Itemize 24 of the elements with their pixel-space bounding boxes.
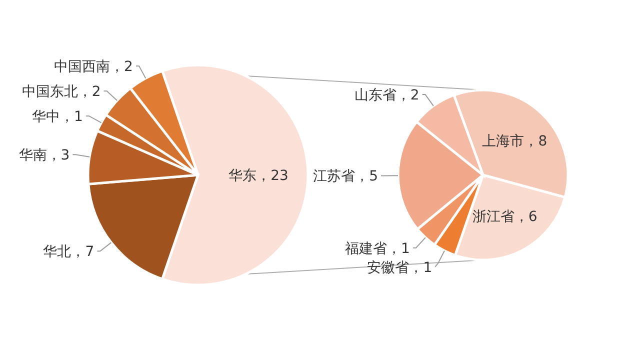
data-label: ，2	[396, 87, 420, 104]
data-label: ，23	[256, 168, 288, 184]
slice-label: 中国东北	[22, 84, 78, 100]
data-label: ，1	[387, 240, 410, 257]
slice-label: 华东	[228, 168, 257, 184]
data-label: ，2	[78, 84, 101, 100]
slice-label: 上海市	[482, 133, 524, 150]
slice-label: 华中	[32, 108, 60, 125]
data-label: ，8	[524, 133, 548, 150]
data-label: ，1	[60, 108, 83, 125]
data-label: ，5	[355, 168, 378, 185]
data-label: ，3	[46, 147, 70, 164]
slice-label: 浙江省	[472, 209, 514, 226]
slice-label: 江苏省	[313, 168, 356, 185]
data-label: ，7	[71, 244, 94, 260]
slice-label: 华南	[18, 147, 47, 164]
slice-label: 中国西南	[54, 58, 110, 75]
data-label: ，1	[409, 260, 432, 276]
data-label: ，6	[514, 209, 538, 226]
slice-label: 福建省	[345, 240, 388, 257]
slice-label: 华北	[43, 244, 72, 260]
slice-label: 安徽省	[367, 260, 410, 276]
data-label: ，2	[110, 58, 133, 75]
slice-label: 山东省	[354, 87, 396, 104]
